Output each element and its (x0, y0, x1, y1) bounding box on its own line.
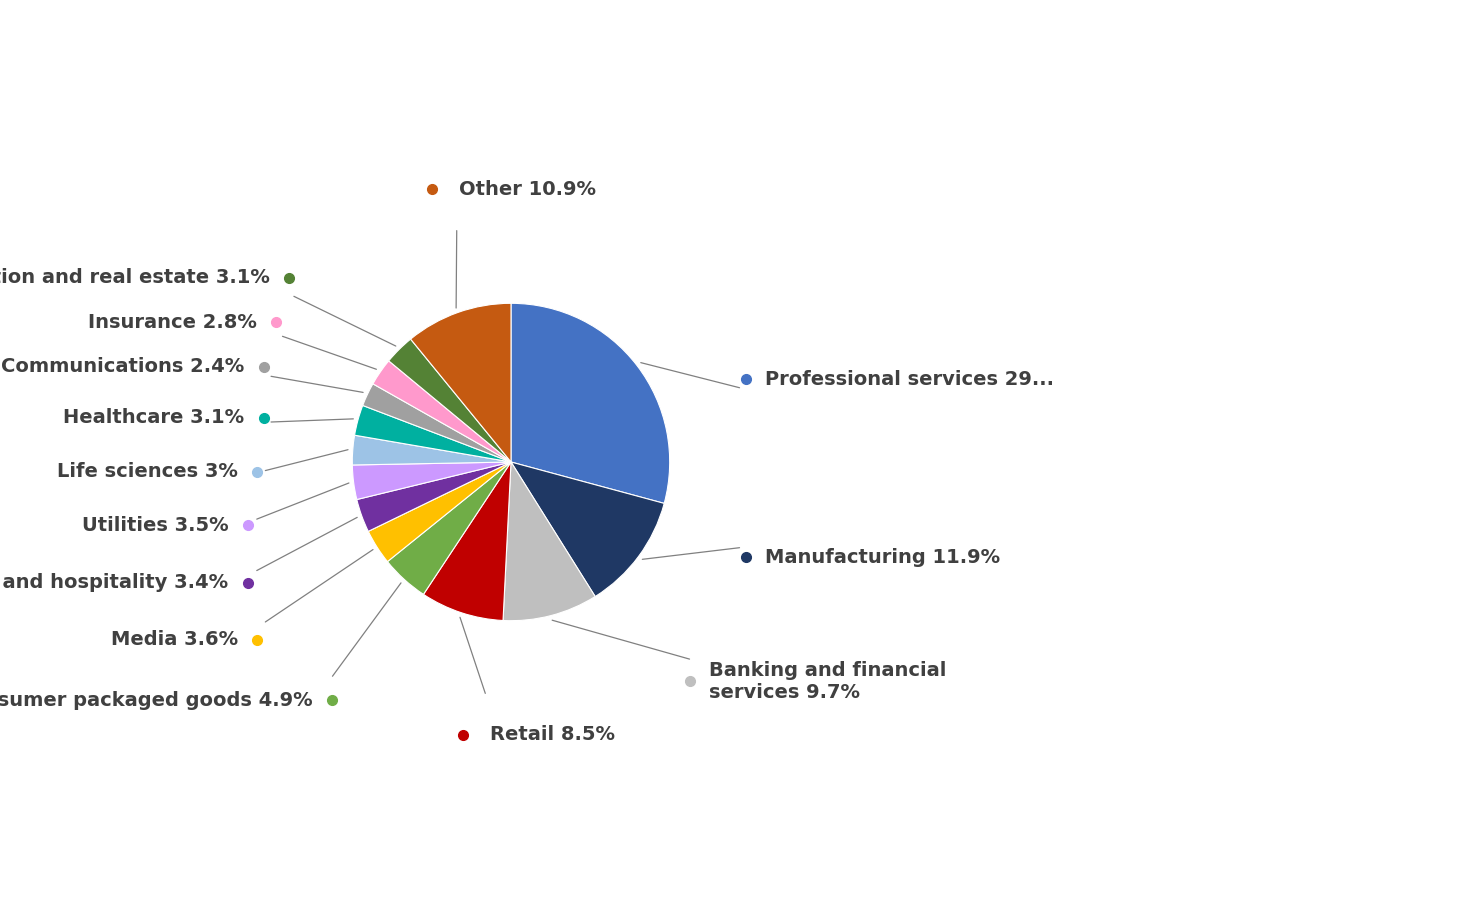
Text: Healthcare 3.1%: Healthcare 3.1% (63, 408, 244, 427)
Wedge shape (511, 303, 670, 504)
Wedge shape (352, 435, 511, 465)
Text: Other 10.9%: Other 10.9% (458, 179, 596, 199)
Text: Life sciences 3%: Life sciences 3% (57, 462, 238, 481)
Wedge shape (387, 462, 511, 594)
Text: Communications 2.4%: Communications 2.4% (1, 358, 244, 376)
Wedge shape (368, 462, 511, 562)
Text: Manufacturing 11.9%: Manufacturing 11.9% (765, 548, 1000, 566)
Wedge shape (511, 462, 664, 597)
Text: Insurance 2.8%: Insurance 2.8% (88, 313, 257, 332)
Wedge shape (355, 406, 511, 462)
Wedge shape (423, 462, 511, 621)
Wedge shape (372, 361, 511, 462)
Text: Leisure and hospitality 3.4%: Leisure and hospitality 3.4% (0, 573, 229, 592)
Wedge shape (504, 462, 596, 621)
Text: Media 3.6%: Media 3.6% (111, 630, 238, 650)
Text: Professional services 29...: Professional services 29... (765, 370, 1054, 389)
Text: Banking and financial
services 9.7%: Banking and financial services 9.7% (710, 661, 946, 701)
Text: Retail 8.5%: Retail 8.5% (491, 725, 615, 745)
Wedge shape (356, 462, 511, 531)
Wedge shape (388, 339, 511, 462)
Text: Consumer packaged goods 4.9%: Consumer packaged goods 4.9% (0, 690, 312, 710)
Wedge shape (352, 462, 511, 500)
Text: Construction and real estate 3.1%: Construction and real estate 3.1% (0, 268, 270, 287)
Wedge shape (362, 383, 511, 462)
Text: Utilities 3.5%: Utilities 3.5% (82, 516, 229, 535)
Wedge shape (410, 303, 511, 462)
